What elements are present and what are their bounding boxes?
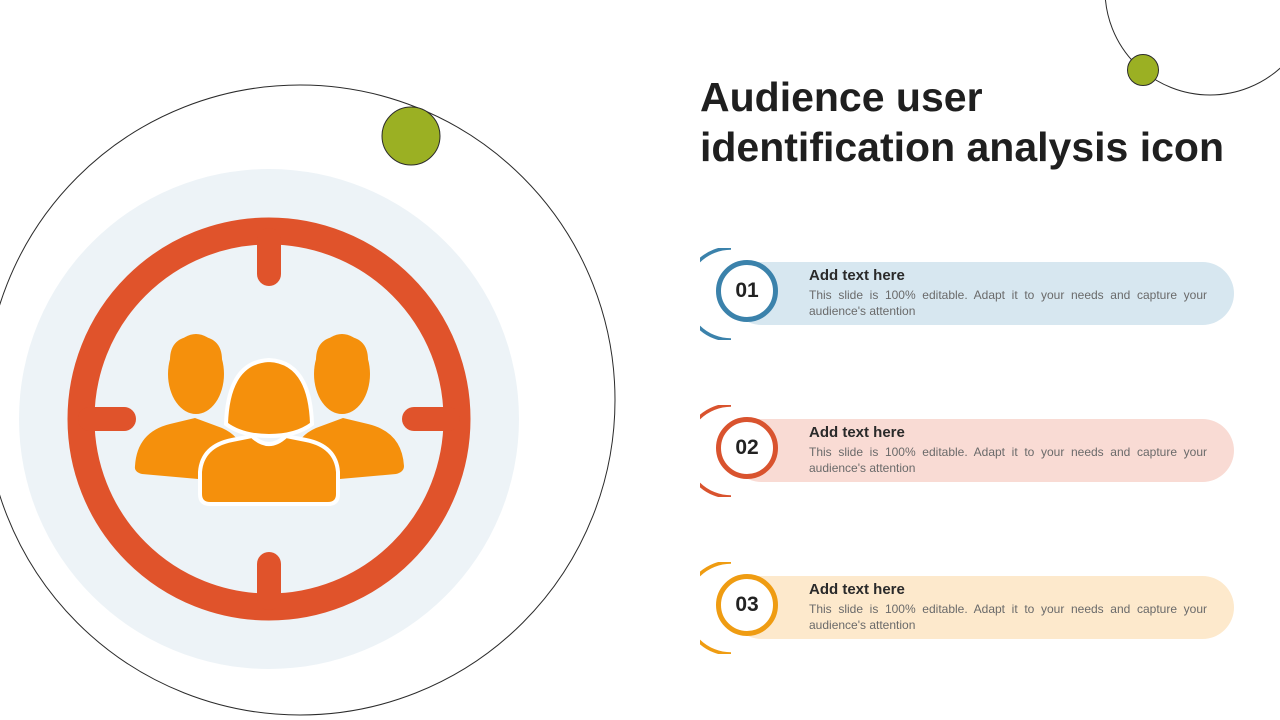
page-title-line-2: identification analysis icon <box>700 124 1225 170</box>
item-heading-01: Add text here <box>809 267 905 284</box>
green-dot-small <box>1127 54 1159 86</box>
item-number-badge-02: 02 <box>716 417 778 479</box>
person-right-hair-icon <box>316 336 368 360</box>
item-arc-03 <box>700 562 732 654</box>
list-item-02: 02 Add text here This slide is 100% edit… <box>700 405 1240 497</box>
item-pill-01 <box>730 262 1234 325</box>
item-heading-02: Add text here <box>809 424 905 441</box>
arc-path <box>700 248 732 340</box>
arc-path <box>700 405 732 497</box>
small-orbit-line <box>1105 0 1280 96</box>
person-left-hair-icon <box>170 336 222 360</box>
list-item-01: 01 Add text here This slide is 100% edit… <box>700 248 1240 340</box>
page-title: Audience user identification analysis ic… <box>700 72 1270 172</box>
green-dot-large <box>381 106 441 166</box>
arc-path <box>700 562 732 654</box>
audience-target-icon <box>19 169 519 669</box>
person-center-head-icon <box>223 357 315 439</box>
person-left-head-icon <box>168 334 224 414</box>
person-right-head-icon <box>314 334 370 414</box>
item-description-01: This slide is 100% editable. Adapt it to… <box>809 288 1207 318</box>
item-pill-03 <box>730 576 1234 639</box>
people-group-icon <box>134 334 404 506</box>
item-arc-01 <box>700 248 732 340</box>
item-description-02: This slide is 100% editable. Adapt it to… <box>809 445 1207 475</box>
list-item-03: 03 Add text here This slide is 100% edit… <box>700 562 1240 654</box>
person-center-body-icon <box>198 433 340 506</box>
item-arc-02 <box>700 405 732 497</box>
crosshair-icon <box>67 217 471 621</box>
item-description-03: This slide is 100% editable. Adapt it to… <box>809 602 1207 632</box>
item-heading-03: Add text here <box>809 581 905 598</box>
item-number-badge-03: 03 <box>716 574 778 636</box>
item-number-badge-01: 01 <box>716 260 778 322</box>
item-pill-02 <box>730 419 1234 482</box>
large-orbit-line <box>0 84 616 716</box>
page-title-line-1: Audience user <box>700 74 983 120</box>
